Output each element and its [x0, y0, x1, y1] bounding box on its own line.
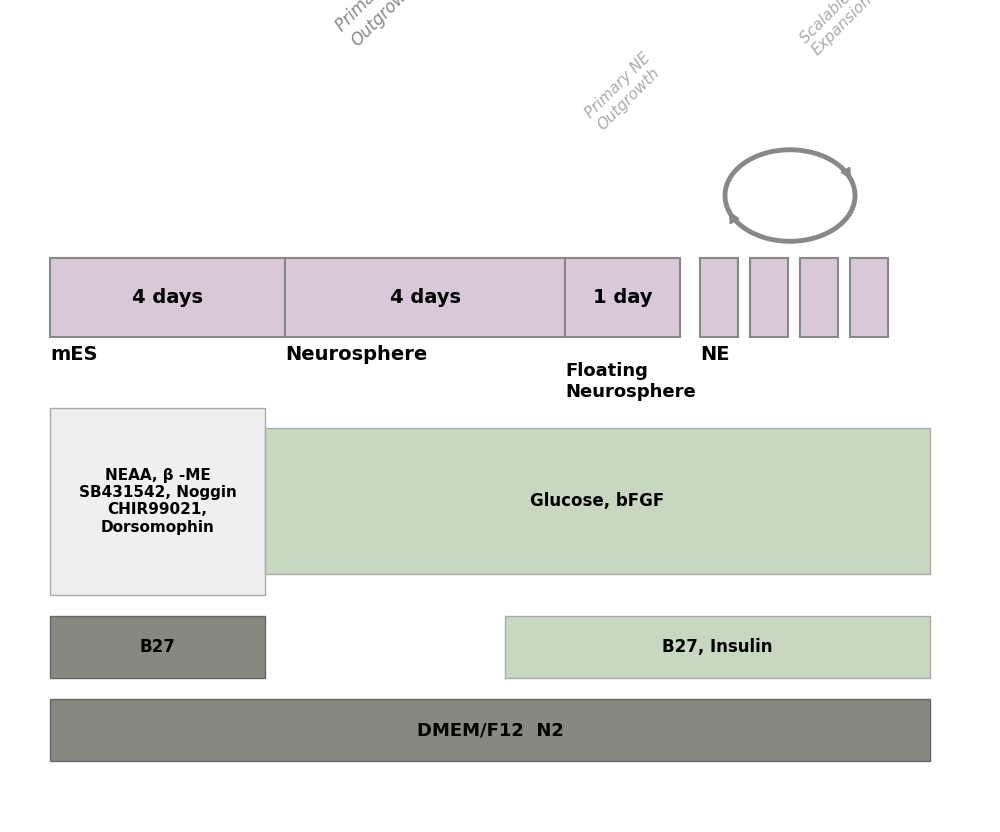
Text: 4 days: 4 days [132, 288, 203, 307]
Bar [505, 616, 930, 678]
Bar [700, 258, 738, 337]
Bar [750, 258, 788, 337]
Text: DMEM/F12  N2: DMEM/F12 N2 [417, 721, 563, 739]
Bar [50, 408, 265, 595]
Text: 1 day: 1 day [593, 288, 652, 307]
Bar [265, 428, 930, 574]
Text: B27: B27 [140, 638, 175, 656]
Bar [850, 258, 888, 337]
Text: Primary Neurosphere
Outgrowth: Primary Neurosphere Outgrowth [333, 0, 485, 50]
Text: Glucose, bFGF: Glucose, bFGF [530, 493, 665, 510]
Bar [50, 699, 930, 761]
Bar [285, 258, 565, 337]
Text: Neurosphere: Neurosphere [285, 345, 427, 364]
Text: NE: NE [700, 345, 730, 364]
Text: Scalable NE
Expansion: Scalable NE Expansion [797, 0, 884, 58]
Text: Primary NE
Outgrowth: Primary NE Outgrowth [582, 50, 665, 133]
Text: NEAA, β -ME
SB431542, Noggin
CHIR99021,
Dorsomophin: NEAA, β -ME SB431542, Noggin CHIR99021, … [79, 468, 236, 535]
Text: mES: mES [50, 345, 98, 364]
Bar [800, 258, 838, 337]
Bar [565, 258, 680, 337]
Bar [50, 258, 285, 337]
Bar [50, 616, 265, 678]
Text: Floating
Neurosphere: Floating Neurosphere [565, 362, 696, 401]
Text: B27, Insulin: B27, Insulin [662, 638, 773, 656]
Text: 4 days: 4 days [390, 288, 460, 307]
